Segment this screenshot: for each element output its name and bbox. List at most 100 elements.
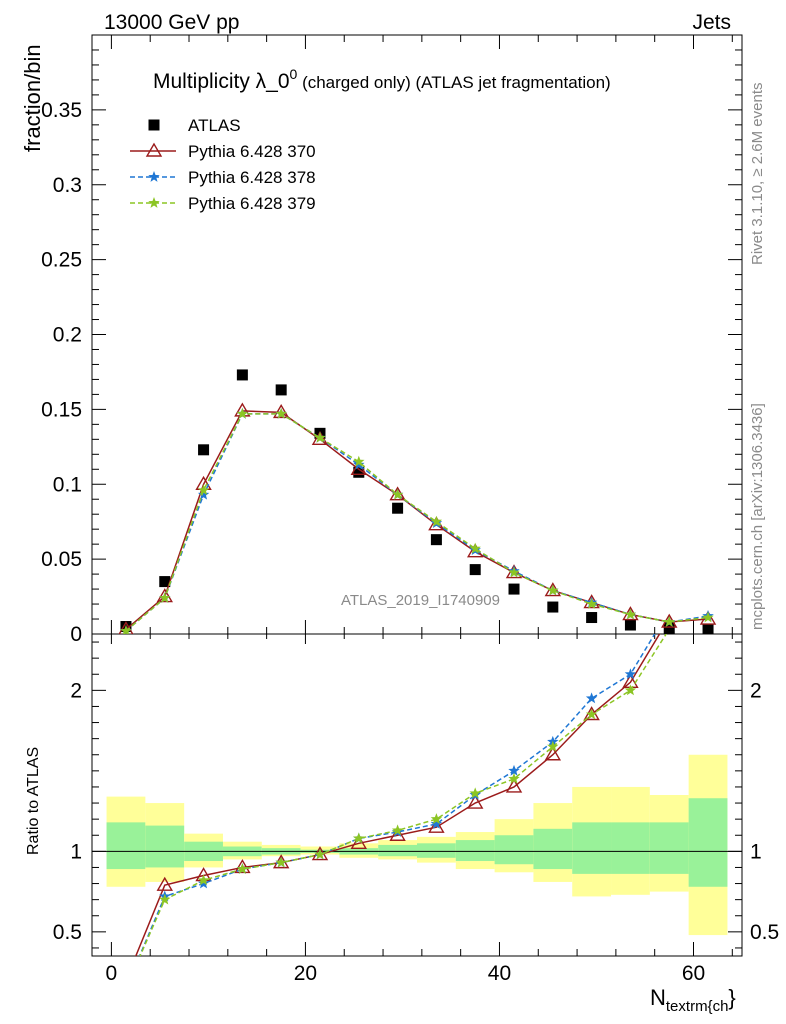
ratio-y-tick-label-right: 1 [750,840,762,863]
series-3-ratio-point [430,813,443,824]
series-1-ratio-point [350,834,368,849]
series-1-ratio-point [505,778,523,793]
series-2-ratio-point [702,540,714,551]
series-0-point [469,564,481,576]
ratio-y-tick-label-left: 1 [70,840,82,863]
upper-y-tick-label: 0.15 [41,398,82,421]
series-1-ratio-point [119,973,133,985]
series-2-ratio-point [120,982,132,993]
legend: ATLAS Pythia 6.428 370 Pythia 6.428 378 Pyt… [130,116,316,213]
upper-y-axis-label: fraction/bin [20,44,45,152]
header-process-label: Jets [692,11,731,34]
header-energy-label: 13000 GeV pp [104,11,239,34]
series-3-ratio-point [547,740,559,752]
series-0-point [547,601,559,613]
upper-y-tick-label: 0.25 [41,249,82,272]
series-1-ratio-point [156,876,173,891]
ratio-y-tick-label-right: 0.5 [750,921,779,944]
inner-band-bin [533,828,573,870]
x-tick-label: 0 [106,962,118,985]
series-3-point [197,484,210,496]
series-3-point [469,542,481,554]
series-2-ratio-point [508,764,520,776]
legend-label-0: ATLAS [188,116,241,135]
inner-band-bin [611,822,650,874]
series-1-point [311,430,329,446]
series-0-point [392,502,404,514]
series-3-point [391,488,404,500]
plot-title-sub: (charged only) (ATLAS jet fragmentation) [297,73,610,92]
series-3-ratio-point [159,893,171,905]
series-3-ratio-point [314,848,326,860]
series-3-point [314,431,326,443]
ratio-plot-frame [91,633,743,957]
series-1-ratio-line [135,634,661,956]
series-3-line [125,413,709,632]
inner-band-bin [417,843,456,858]
x-axis-label: Ntextrm{ch} [650,985,736,1015]
x-axis-label-close: } [728,985,735,1010]
legend-marker-2 [148,171,160,182]
legend-marker-1 [145,142,163,157]
series-3-point [547,584,559,596]
upper-y-tick-label: 0.1 [53,473,82,496]
x-tick-label: 40 [488,962,511,985]
inner-band-bin [494,835,534,865]
legend-label-2: Pythia 6.428 378 [188,168,316,187]
series-0-point [430,534,442,546]
series-1-ratio-point [234,859,251,874]
series-3-point [508,566,520,578]
series-3-ratio-point [120,982,132,993]
plot-title-main: Multiplicity λ_0 [153,70,290,93]
series-1-ratio-point [701,555,715,567]
series-3-point [702,611,714,623]
series-3-ratio-point [624,684,637,696]
series-3-ratio-point [702,556,714,567]
series-3-ratio-point [236,863,249,874]
ratio-y-tick-label-left: 2 [70,679,82,702]
legend-label-3: Pythia 6.428 379 [188,194,316,213]
series-0-point [159,576,171,588]
inner-band-bin [688,798,728,887]
series-1-ratio-point [466,794,484,809]
series-3-point [663,616,675,627]
x-tick-label: 20 [294,962,317,985]
series-3-ratio-point [508,772,520,784]
series-2-ratio-point [585,692,598,704]
series-1-ratio-point [544,746,562,761]
ratio-y-tick-label-left: 0.5 [53,921,82,944]
legend-label-1: Pythia 6.428 370 [188,142,316,161]
series-3-point [236,407,249,419]
series-0-point [624,619,636,631]
series-3-point [430,515,443,527]
x-axis-label-base: N [650,985,666,1010]
series-3-ratio-point [585,708,598,720]
series-0-point [236,369,248,381]
legend-atlas-marker [148,119,160,131]
series-0-point [508,583,520,595]
series-3-point [353,455,365,467]
series-1-point [156,588,173,603]
plot-title-sup: 0 [290,66,298,82]
series-3-ratio-point [469,787,481,799]
series-1-ratio-point [428,818,445,833]
series-3-ratio-point [391,824,404,836]
series-3-ratio-point [353,832,365,844]
series-2-point [197,488,210,500]
series-3-point [275,407,287,419]
analysis-watermark: ATLAS_2019_I1740909 [341,592,500,609]
uncertainty-bands [92,754,742,936]
series-0-point [702,624,714,634]
series-1-point [272,403,290,419]
mcplots-label: mcplots.cern.ch [arXiv:1306.3436] [749,403,766,630]
upper-y-tick-label: 0.35 [41,99,82,122]
x-tick-label: 60 [682,962,705,985]
legend-marker-3 [148,197,160,208]
inner-band-bin [378,844,417,857]
series-1-ratio-point [389,826,406,841]
series-0-point [663,622,675,634]
ratio-y-tick-label-right: 2 [750,679,762,702]
series-2-ratio-point [624,668,637,680]
series-3-ratio-point [275,856,287,868]
